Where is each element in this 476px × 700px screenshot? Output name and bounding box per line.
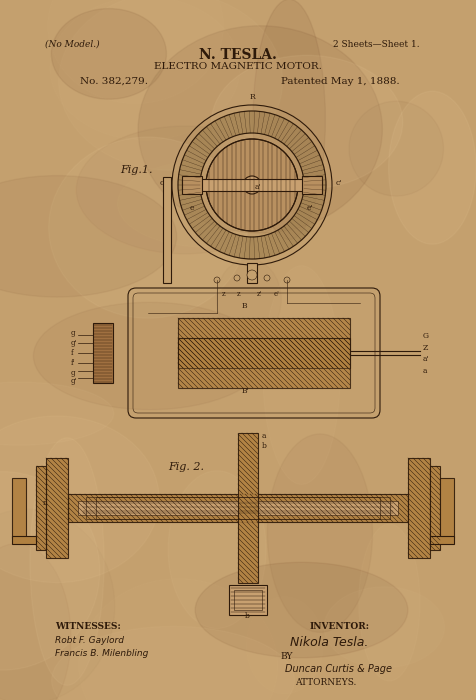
Text: g: g: [71, 329, 76, 337]
Bar: [78, 501, 398, 515]
Bar: [302, 176, 322, 194]
Text: z: z: [237, 290, 241, 298]
Ellipse shape: [0, 416, 159, 582]
Text: c: c: [160, 179, 164, 187]
Bar: [12, 478, 26, 538]
Text: Duncan Curtis & Page: Duncan Curtis & Page: [285, 664, 392, 674]
Text: (No Model.): (No Model.): [45, 40, 99, 49]
Circle shape: [206, 139, 298, 231]
Circle shape: [214, 277, 220, 283]
Text: Nikola Tesla.: Nikola Tesla.: [290, 636, 368, 649]
Text: f': f': [71, 359, 76, 367]
Ellipse shape: [211, 55, 403, 189]
Text: BY: BY: [280, 652, 292, 661]
Text: c': c': [336, 179, 342, 187]
Polygon shape: [178, 111, 326, 259]
Ellipse shape: [388, 91, 476, 244]
Circle shape: [243, 176, 261, 194]
Text: G: G: [423, 332, 429, 340]
Text: e': e': [274, 290, 280, 298]
Circle shape: [284, 277, 290, 283]
Ellipse shape: [118, 160, 294, 247]
Text: g': g': [71, 339, 78, 347]
Ellipse shape: [0, 176, 177, 297]
Bar: [178, 338, 350, 368]
Text: B: B: [242, 302, 248, 310]
Bar: [238, 433, 258, 583]
Ellipse shape: [138, 26, 382, 233]
Circle shape: [248, 181, 256, 189]
Bar: [229, 585, 267, 615]
Text: B': B': [242, 387, 250, 395]
Ellipse shape: [324, 587, 445, 668]
Text: a: a: [423, 367, 427, 375]
Text: f: f: [71, 349, 74, 357]
Text: Robt F. Gaylord: Robt F. Gaylord: [55, 636, 124, 645]
Text: 2 Sheets—Sheet 1.: 2 Sheets—Sheet 1.: [333, 40, 420, 49]
Ellipse shape: [359, 524, 420, 681]
Bar: [93, 323, 113, 383]
Bar: [430, 536, 454, 544]
Ellipse shape: [0, 472, 100, 670]
Bar: [408, 458, 430, 558]
Ellipse shape: [195, 562, 408, 658]
Ellipse shape: [0, 382, 114, 445]
Text: z: z: [222, 290, 226, 298]
Text: e': e': [307, 204, 314, 212]
Bar: [86, 497, 390, 519]
Text: b: b: [245, 612, 250, 620]
Ellipse shape: [268, 434, 373, 632]
Text: n: n: [43, 499, 48, 507]
Text: g': g': [71, 377, 78, 385]
Text: Z: Z: [423, 344, 428, 352]
Text: INVENTOR:: INVENTOR:: [310, 622, 370, 631]
Circle shape: [264, 275, 270, 281]
Text: N. TESLA.: N. TESLA.: [199, 48, 277, 62]
Bar: [234, 590, 262, 610]
Bar: [178, 338, 350, 388]
Text: No. 382,279.: No. 382,279.: [80, 77, 148, 86]
Bar: [96, 497, 380, 519]
Ellipse shape: [0, 544, 71, 700]
Circle shape: [247, 270, 257, 280]
Text: Patented May 1, 1888.: Patented May 1, 1888.: [281, 77, 399, 86]
Text: b: b: [262, 442, 267, 450]
Text: Fig.1.: Fig.1.: [120, 165, 152, 175]
Text: g: g: [71, 369, 76, 377]
Text: a': a': [255, 183, 262, 191]
Ellipse shape: [253, 0, 326, 239]
Ellipse shape: [33, 302, 266, 409]
Circle shape: [234, 275, 240, 281]
Bar: [46, 458, 68, 558]
Bar: [182, 179, 322, 191]
Text: a: a: [262, 432, 267, 440]
Ellipse shape: [349, 102, 444, 196]
Bar: [178, 318, 350, 368]
Text: Fig. 2.: Fig. 2.: [168, 462, 204, 472]
Text: R: R: [249, 93, 255, 101]
Bar: [36, 466, 46, 550]
Text: WITNESSES:: WITNESSES:: [55, 622, 121, 631]
Bar: [68, 494, 408, 522]
Bar: [247, 263, 257, 283]
Text: z': z': [257, 290, 262, 298]
Ellipse shape: [51, 8, 167, 99]
Ellipse shape: [49, 137, 248, 318]
Text: a': a': [423, 355, 430, 363]
Bar: [430, 466, 440, 550]
Ellipse shape: [76, 126, 294, 254]
Bar: [12, 536, 36, 544]
Text: Francis B. Milenbling: Francis B. Milenbling: [55, 649, 149, 658]
Ellipse shape: [30, 438, 104, 685]
Ellipse shape: [263, 266, 340, 484]
Bar: [440, 478, 454, 538]
Bar: [163, 177, 171, 283]
Ellipse shape: [59, 0, 283, 170]
Ellipse shape: [52, 626, 295, 700]
Text: e: e: [190, 204, 195, 212]
Bar: [182, 176, 202, 194]
Text: ELECTRO MAGNETIC MOTOR.: ELECTRO MAGNETIC MOTOR.: [154, 62, 322, 71]
Ellipse shape: [168, 471, 266, 629]
Text: ATTORNEYS.: ATTORNEYS.: [295, 678, 357, 687]
